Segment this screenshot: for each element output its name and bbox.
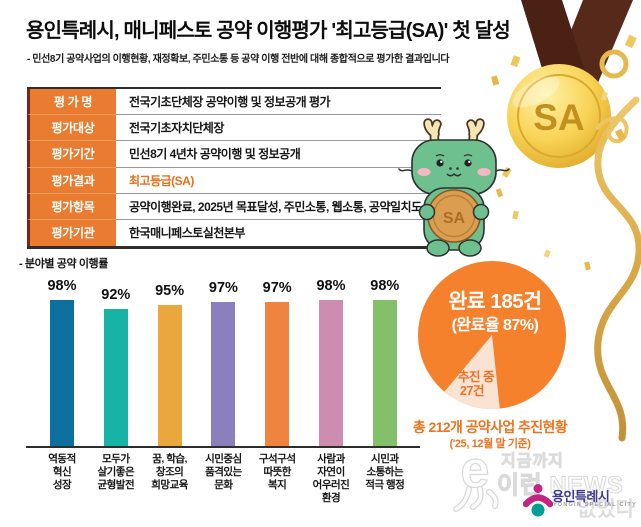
table-row: 평가기간 민선8기 4년차 공약이행 및 정보공개: [27, 141, 441, 168]
streamer-curl-icon: [595, 116, 629, 144]
bar-category-label: 역동적 혁신 성장: [48, 453, 76, 491]
table-row-value: 전국기초단체장 공약이행 및 정보공개 평가: [116, 89, 441, 116]
bar-category-label: 꿈, 학습, 창조의 희망교육: [151, 453, 188, 491]
x-axis-line: [26, 446, 420, 448]
yongin-logo-subtext: YONGIN SPECIAL CITY: [553, 502, 637, 508]
bar: [103, 309, 128, 447]
table-row-label: 평 가 명: [27, 89, 116, 116]
mascot-coin-label: SA: [443, 210, 466, 227]
yongin-logo-icon: [523, 484, 553, 517]
table-row-value: 전국기초자치단체장: [116, 115, 441, 142]
evaluation-table: 평 가 명 전국기초단체장 공약이행 및 정보공개 평가 평가대상 전국기초자치단체장…: [27, 87, 441, 249]
pie-completed-rate: (완료율 87%): [452, 316, 539, 334]
bar: [372, 300, 397, 447]
bar-value-label: 98%: [316, 278, 346, 294]
table-row-label: 평가항목: [27, 193, 116, 220]
bar-category-label: 구석구석 따뜻한 복지: [258, 453, 296, 491]
table-row-label: 평가결과: [27, 167, 116, 194]
pie-inprogress-label: 추진 중: [458, 369, 495, 384]
medal-grade-text: SA: [533, 97, 584, 138]
table-row-value: 최고등급(SA): [116, 168, 441, 194]
ribbon-streamer-icon: [594, 96, 641, 442]
mascot-dragon-icon: SA: [398, 118, 510, 257]
bar-chart-title: - 분야별 공약 이행률: [19, 258, 108, 270]
watermark-line1: 지금까지: [501, 453, 564, 471]
watermark-line2: 이런 NEWS: [496, 472, 624, 500]
pie-caption-line1: 총 212개 공약사업 추진현황: [412, 419, 568, 435]
bar-category-label: 시민과 소통하는 적극 행정: [365, 453, 405, 491]
page-title: 용인특례시, 매니페스토 공약 이행평가 '최고등급(SA)' 첫 달성: [26, 20, 511, 42]
bar: [211, 301, 236, 447]
table-row: 평가기관 한국매니페스토실천본부: [27, 219, 441, 247]
table-row-value: 공약이행완료, 2025년 목표달성, 주민소통, 웹소통, 공약일치도: [116, 194, 441, 220]
table-row: 평가대상 전국기초자치단체장: [27, 115, 441, 142]
bar-category-label: 모두가 살기좋은 균형발전: [97, 453, 135, 491]
mascot-coin-icon: SA: [427, 189, 481, 243]
table-row-label: 평가기관: [27, 219, 116, 247]
pie-chart: 완료 185건 (완료율 87%) 추진 중 27건: [418, 261, 566, 410]
table-row-label: 평가기간: [27, 141, 116, 168]
bar-category-label: 사람과 자연이 어우러진 환경: [312, 453, 350, 504]
table-row: 평가항목 공약이행완료, 2025년 목표달성, 주민소통, 웹소통, 공약일치도: [27, 193, 441, 220]
watermark-line3: 없었다: [577, 498, 635, 521]
medal-loop-icon: [599, 49, 629, 79]
bar: [157, 304, 182, 447]
page-subtitle: - 민선8기 공약사업의 이행현황, 재정확보, 주민소통 등 공약 이행 전반…: [27, 54, 450, 65]
bar-value-label: 95%: [155, 282, 185, 299]
pie-completed-count: 완료 185건: [449, 290, 542, 313]
table-row: 평가결과 최고등급(SA): [27, 167, 441, 194]
table-row-value: 민선8기 4년차 공약이행 및 정보공개: [116, 141, 441, 168]
bar-value-label: 97%: [262, 279, 292, 296]
confetti-icon: [491, 34, 637, 271]
bar: [50, 300, 74, 447]
table-row: 평 가 명 전국기초단체장 공약이행 및 정보공개 평가: [27, 89, 441, 116]
bar: [265, 301, 290, 447]
news-logo-icon: e: [453, 443, 499, 512]
yongin-logo-text: 용인특례시: [552, 489, 610, 504]
gold-medal-icon: SA: [507, 64, 611, 168]
bar: [319, 300, 343, 447]
table-row-label: 평가대상: [27, 115, 116, 142]
bar-value-label: 92%: [101, 287, 131, 303]
bar-value-label: 98%: [370, 278, 400, 294]
bar-value-label: 97%: [208, 279, 238, 296]
pie-inprogress-slice: [444, 335, 500, 410]
table-row-value: 한국매니페스토실천본부: [129, 226, 245, 241]
bar-value-label: 98%: [47, 278, 77, 294]
bar-category-label: 시민중심 품격있는 문화: [205, 453, 242, 491]
svg-text:e: e: [461, 443, 490, 499]
pie-caption-line2: ('25, 12월 말 기준): [449, 438, 531, 450]
pie-inprogress-count: 27건: [460, 383, 484, 398]
